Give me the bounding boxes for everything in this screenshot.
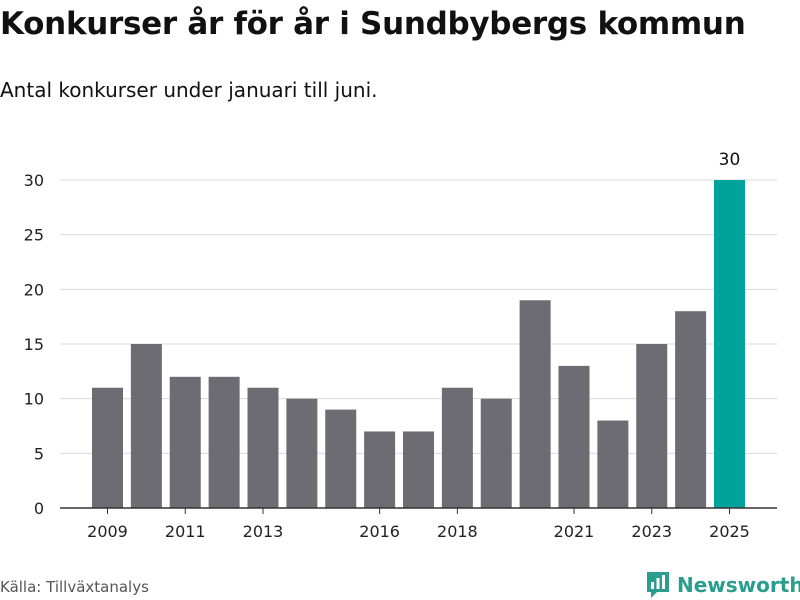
bar-2023 — [636, 344, 668, 508]
chart-title: Konkurser år för år i Sundbybergs kommun — [0, 6, 746, 42]
x-tick-label: 2013 — [243, 522, 284, 541]
x-tick-label: 2016 — [359, 522, 400, 541]
bar-2009 — [92, 387, 123, 508]
brand-name: Newsworthy — [677, 573, 800, 597]
bar-2020 — [519, 300, 551, 508]
x-tick-label: 2009 — [87, 522, 128, 541]
bar-2015 — [325, 409, 357, 508]
bar-2022 — [597, 420, 629, 508]
y-tick-label: 0 — [34, 499, 44, 518]
bar-2024 — [675, 311, 707, 508]
y-tick-label: 10 — [24, 390, 44, 409]
x-tick-label: 2025 — [709, 522, 750, 541]
x-tick-label: 2023 — [631, 522, 672, 541]
data-label: 30 — [719, 150, 741, 170]
newsworthy-logo: Newsworthy — [645, 570, 800, 600]
bar-2019 — [480, 398, 512, 508]
bar-2021 — [558, 365, 590, 508]
x-tick-label: 2011 — [165, 522, 206, 541]
y-tick-label: 30 — [24, 171, 44, 190]
bar-2011 — [169, 376, 201, 508]
bar-2014 — [286, 398, 318, 508]
bar-2017 — [403, 431, 434, 508]
bar-2013 — [247, 387, 279, 508]
x-tick-label: 2018 — [437, 522, 478, 541]
bar-2025 — [714, 180, 745, 508]
x-tick-label: 2021 — [554, 522, 595, 541]
y-tick-label: 5 — [34, 444, 44, 463]
y-tick-label: 20 — [24, 280, 44, 299]
bar-2010 — [130, 344, 162, 508]
newsworthy-bars-icon — [647, 572, 669, 598]
y-tick-label: 15 — [24, 335, 44, 354]
bar-2016 — [364, 431, 396, 508]
source-note: Källa: Tillväxtanalys — [0, 578, 149, 596]
y-tick-label: 25 — [24, 226, 44, 245]
bar-2012 — [208, 376, 240, 508]
bar-2018 — [441, 387, 473, 508]
chart-subtitle: Antal konkurser under januari till juni. — [0, 78, 378, 102]
